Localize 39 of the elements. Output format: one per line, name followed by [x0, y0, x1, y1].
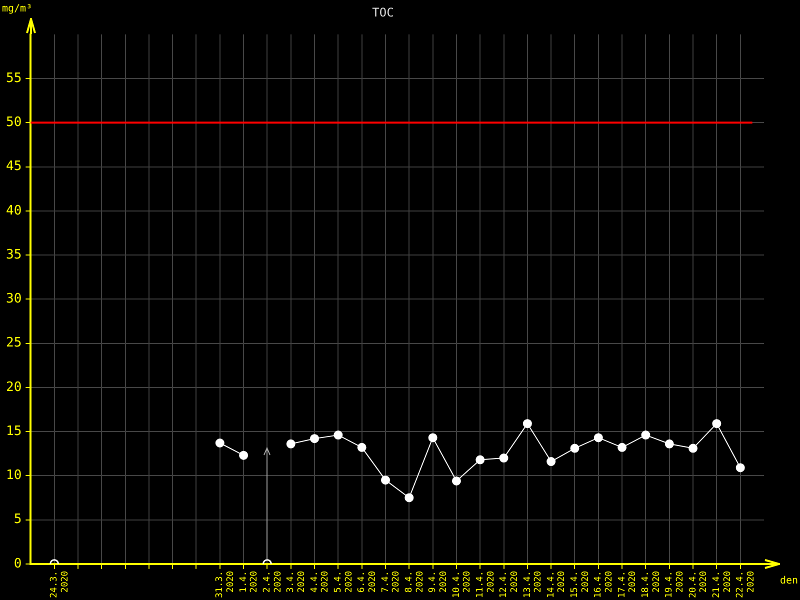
x-tick-label: 6.4. 2020 — [357, 570, 378, 593]
y-tick-label: 20 — [6, 380, 22, 395]
y-tick-label: 30 — [6, 292, 22, 307]
x-tick-label: 12.4. 2020 — [499, 570, 520, 598]
x-tick-label: 9.4. 2020 — [428, 570, 449, 593]
y-tick-label: 25 — [6, 336, 22, 351]
chart-title: TOC — [372, 5, 394, 20]
y-tick-label: 15 — [6, 424, 22, 439]
y-tick-label: 5 — [14, 512, 22, 528]
x-tick-label: 15.4. 2020 — [570, 570, 591, 598]
x-tick-label: 17.4. 2020 — [617, 570, 638, 598]
y-tick-label: 40 — [6, 203, 22, 218]
y-tick-label: 50 — [6, 115, 22, 130]
x-tick-label: 10.4. 2020 — [452, 570, 473, 598]
x-tick-label: 31.3. 2020 — [215, 570, 236, 598]
x-tick-label: 7.4. 2020 — [380, 570, 402, 593]
x-tick-label: 2.4. 2020 — [262, 570, 284, 593]
x-axis-title: den — [780, 576, 798, 586]
x-tick-label: 18.4. 2020 — [641, 570, 662, 598]
x-tick-label: 20.4. 2020 — [688, 570, 710, 598]
x-tick-label: 4.4. 2020 — [310, 570, 331, 593]
y-tick-label: 45 — [6, 159, 22, 174]
x-tick-label: 3.4. 2020 — [286, 570, 308, 593]
x-tick-label: 5.4. 2020 — [334, 570, 354, 593]
y-tick-label: 0 — [14, 556, 22, 572]
x-tick-label: 8.4. 2020 — [404, 570, 426, 593]
x-tick-label: 21.4. 2020 — [712, 570, 733, 598]
x-tick-label: 13.4. 2020 — [522, 570, 544, 598]
x-tick-label: 16.4. 2020 — [594, 570, 615, 598]
y-axis-title: mg/m³ — [2, 4, 32, 15]
x-tick-label: 24.3. 2020 — [50, 570, 70, 598]
x-tick-label: 11.4. 2020 — [475, 570, 496, 598]
x-tick-label: 19.4. 2020 — [664, 570, 686, 598]
x-tick-label: 1.4. 2020 — [238, 570, 260, 593]
y-tick-label: 10 — [6, 468, 22, 484]
y-tick-label: 35 — [6, 247, 22, 262]
y-tick-label: 55 — [6, 70, 22, 86]
x-tick-label: 22.4. 2020 — [736, 570, 756, 598]
x-tick-label: 14.4. 2020 — [546, 570, 568, 598]
